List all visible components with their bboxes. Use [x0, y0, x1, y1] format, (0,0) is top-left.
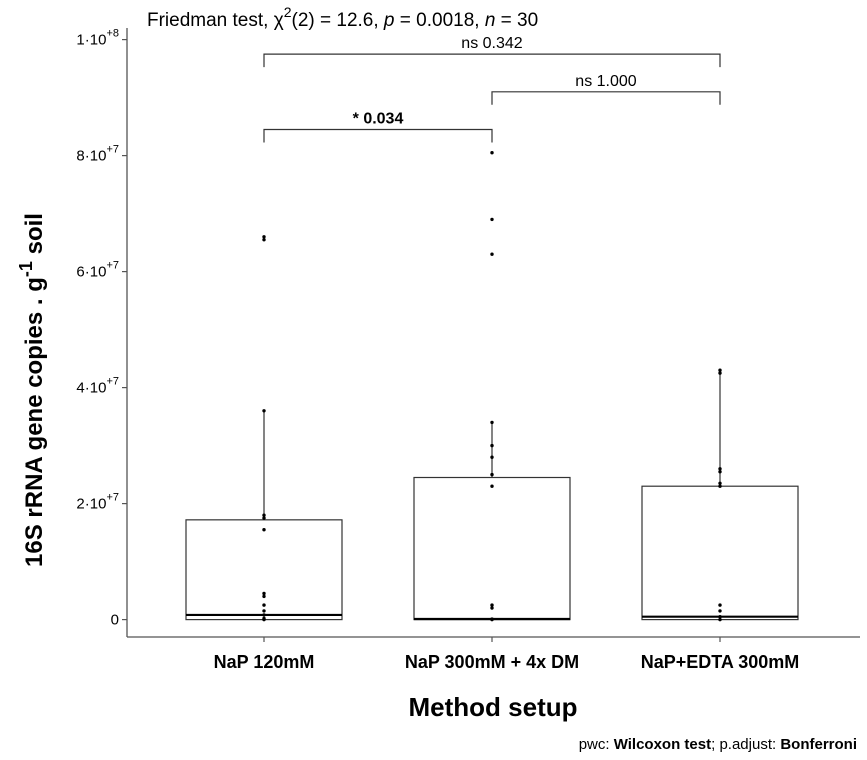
- y-tick-label: 8·10+7: [76, 144, 119, 165]
- comparison-brackets: * 0.034 ns 1.000 ns 0.342: [263, 35, 721, 143]
- y-axis-label: 16S rRNA gene copies . g-1 soil: [16, 213, 48, 567]
- data-point: [490, 606, 494, 610]
- data-point: [262, 235, 266, 239]
- y-tick-label: 0: [111, 612, 119, 629]
- data-point: [490, 603, 494, 607]
- data-point: [718, 481, 722, 485]
- footer-note: pwc: Wilcoxon test; p.adjust: Bonferroni: [579, 736, 857, 753]
- box-group: [413, 151, 571, 622]
- box-series: [185, 151, 799, 622]
- x-axis-label: Method setup: [409, 692, 578, 722]
- data-point: [262, 516, 266, 520]
- data-point: [262, 613, 266, 617]
- data-point: [262, 594, 266, 599]
- box-iqr: [641, 485, 799, 621]
- data-point: [490, 484, 494, 488]
- box-group: [641, 368, 799, 622]
- data-point: [718, 371, 722, 375]
- data-point: [718, 615, 722, 619]
- comparison-label: * 0.034: [353, 111, 404, 128]
- x-axis-categories: NaP 120mM NaP 300mM + 4x DM NaP+EDTA 300mM: [214, 637, 800, 672]
- x-category-label: NaP 300mM + 4x DM: [405, 652, 579, 672]
- data-point: [718, 484, 722, 488]
- data-point: [718, 617, 722, 622]
- data-point: [490, 472, 494, 477]
- chart-title: Friedman test, χ2(2) = 12.6, p = 0.0018,…: [147, 4, 538, 31]
- data-point: [718, 467, 722, 471]
- data-point: [490, 443, 494, 448]
- y-tick-label: 4·10+7: [76, 376, 119, 397]
- box-iqr: [185, 519, 343, 621]
- data-point: [490, 455, 494, 459]
- data-point: [490, 252, 494, 256]
- x-category-label: NaP 120mM: [214, 652, 315, 672]
- data-point: [490, 151, 494, 155]
- data-point: [262, 591, 266, 596]
- data-point: [262, 238, 266, 242]
- x-category-label: NaP+EDTA 300mM: [641, 652, 800, 672]
- data-point: [262, 603, 266, 607]
- comparison-bracket: [263, 53, 721, 68]
- comparison-bracket: [263, 128, 493, 143]
- comparison-label: ns 0.342: [461, 35, 522, 52]
- footer-adjust-value: Bonferroni: [780, 736, 857, 753]
- data-point: [262, 409, 266, 413]
- box-group: [185, 235, 343, 622]
- data-point: [262, 528, 266, 532]
- y-axis-ticks: 0 2·10+7 4·10+7 6·10+7 8·10+7 1·10+8: [76, 28, 127, 629]
- footer-pwc-label: pwc:: [578, 736, 614, 753]
- y-tick-label: 1·10+8: [76, 28, 119, 49]
- data-point: [490, 617, 494, 621]
- data-point: [718, 368, 722, 372]
- data-point: [490, 420, 494, 425]
- footer-pwc-value: Wilcoxon test: [613, 736, 712, 753]
- data-point: [718, 603, 722, 607]
- footer-separator: ; p.adjust:: [711, 736, 781, 753]
- box-iqr: [413, 476, 571, 621]
- y-tick-label: 6·10+7: [76, 260, 119, 281]
- box-plot-chart: Friedman test, χ2(2) = 12.6, p = 0.0018,…: [16, 4, 860, 722]
- comparison-bracket: [491, 91, 721, 105]
- data-point: [490, 217, 494, 222]
- comparison-label: ns 1.000: [575, 73, 636, 90]
- data-point: [718, 470, 722, 474]
- data-point: [718, 609, 722, 613]
- y-tick-label: 2·10+7: [76, 492, 119, 513]
- data-point: [262, 616, 266, 621]
- data-point: [262, 513, 266, 517]
- data-point: [262, 609, 266, 613]
